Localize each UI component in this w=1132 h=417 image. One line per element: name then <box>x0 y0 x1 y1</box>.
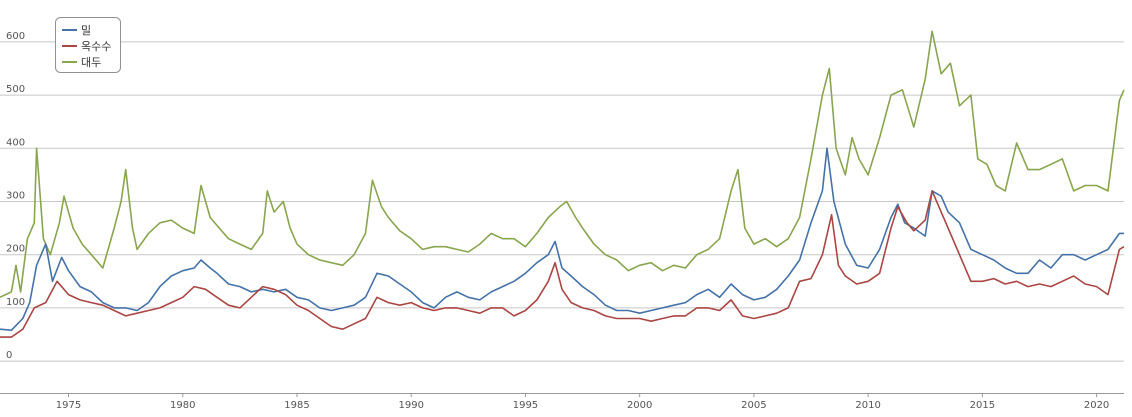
y-tick-label: 0 <box>6 350 12 361</box>
series-line-1 <box>0 190 1125 338</box>
series-group <box>0 30 1125 338</box>
legend-label[interactable]: 밀 <box>81 24 91 37</box>
series-line-2 <box>0 30 1125 299</box>
x-tick-label: 2020 <box>1084 400 1109 411</box>
x-tick-label: 2015 <box>970 400 995 411</box>
y-tick-label: 500 <box>6 84 25 95</box>
x-tick-label: 2005 <box>741 400 766 411</box>
x-tick-label: 1985 <box>284 400 309 411</box>
y-tick-label: 400 <box>6 137 25 148</box>
y-axis-ticks: 0 100 200 300 400 500 600 <box>6 31 25 361</box>
x-tick-label: 2000 <box>627 400 652 411</box>
legend-box <box>55 17 121 73</box>
legend-label[interactable]: 옥수수 <box>81 40 111 53</box>
grid-lines <box>0 41 1124 362</box>
y-tick-label: 200 <box>6 244 25 255</box>
x-tick-label: 1980 <box>170 400 195 411</box>
x-tick-label: 1995 <box>513 400 538 411</box>
x-tick-label: 1975 <box>56 400 81 411</box>
legend-label[interactable]: 대두 <box>81 56 101 69</box>
x-tick-label: 2010 <box>855 400 880 411</box>
y-tick-label: 300 <box>6 191 25 202</box>
x-axis: 1975 1980 1985 1990 1995 2000 2005 2010 2015 2020 <box>0 393 1124 411</box>
series-line-0 <box>0 147 1124 332</box>
y-tick-label: 100 <box>6 297 25 308</box>
x-tick-label: 1990 <box>398 400 423 411</box>
y-tick-label: 600 <box>6 31 25 42</box>
